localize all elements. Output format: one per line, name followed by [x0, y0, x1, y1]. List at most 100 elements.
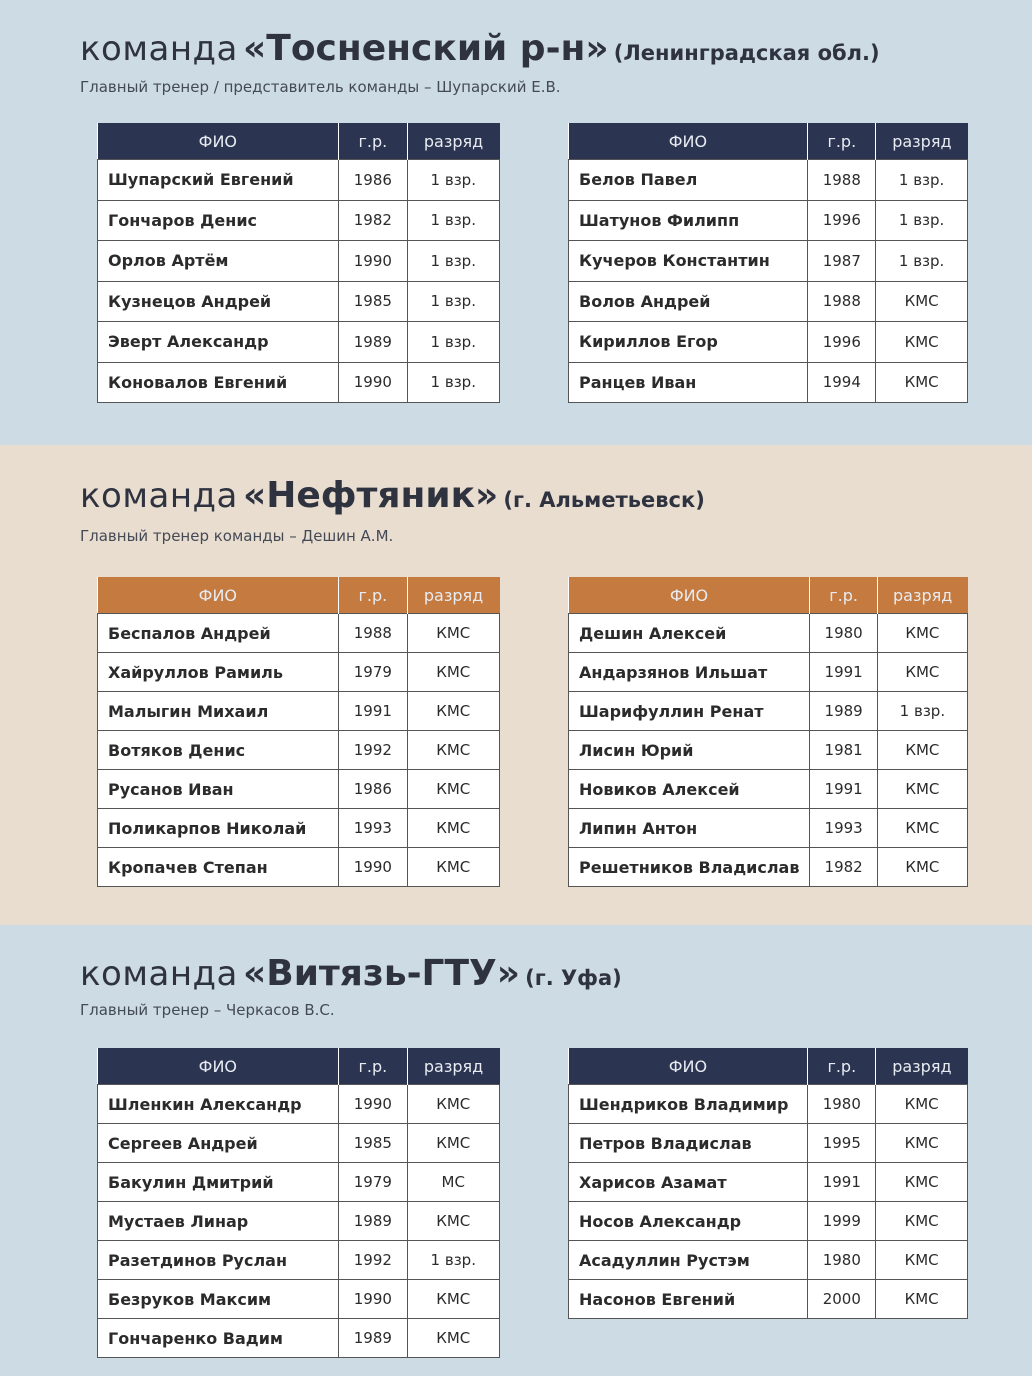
player-row: Мустаев Линар 1989 КМС	[96, 1201, 501, 1241]
player-name: Лисин Юрий	[567, 730, 811, 770]
rank: КМС	[406, 613, 501, 653]
team-name: «Тосненский р-н»	[243, 28, 609, 69]
player-row: Русанов Иван 1986 КМС	[96, 769, 501, 809]
birth-year: 1985	[338, 1123, 408, 1163]
player-row: Волов Андрей 1988 КМС	[567, 280, 968, 322]
header-cell: ФИО	[568, 123, 808, 160]
title-prefix: команда	[80, 476, 238, 516]
header-cell: разряд	[406, 1048, 500, 1085]
header-cell: разряд	[875, 123, 968, 160]
rank: КМС	[406, 769, 501, 809]
player-row: Коновалов Евгений 1990 1 взр.	[96, 361, 501, 403]
player-name: Бакулин Дмитрий	[96, 1162, 340, 1202]
player-name: Волов Андрей	[567, 280, 809, 322]
player-row: Шендриков Владимир 1980 КМС	[567, 1084, 968, 1124]
player-row: Насонов Евгений 2000 КМС	[567, 1279, 968, 1319]
rank: КМС	[875, 1123, 968, 1163]
birth-year: 1993	[338, 808, 408, 848]
team-section: команда «Нефтяник» (г. Альметьевск) Главн…	[0, 445, 1032, 925]
player-name: Поликарпов Николай	[96, 808, 340, 848]
header-cell: разряд	[406, 577, 500, 614]
coach-line: Главный тренер / представитель команды –…	[80, 78, 561, 96]
player-row: Липин Антон 1993 КМС	[567, 808, 969, 848]
birth-year: 1991	[338, 691, 408, 731]
roster-table: ФИО г.р. разряд Белов Павел 1988 1 взр. Шатуно…	[567, 123, 968, 403]
player-row: Белов Павел 1988 1 взр.	[567, 159, 968, 201]
rank: 1 взр.	[875, 199, 968, 241]
player-row: Беспалов Андрей 1988 КМС	[96, 613, 501, 653]
rank: КМС	[876, 847, 969, 887]
team-section: команда «Витязь-ГТУ» (г. Уфа) Главный тре…	[0, 925, 1032, 1376]
rank: КМС	[876, 730, 969, 770]
player-row: Шупарский Евгений 1986 1 взр.	[96, 159, 501, 201]
player-row: Безруков Максим 1990 КМС	[96, 1279, 501, 1319]
rank: КМС	[875, 280, 968, 322]
player-row: Дешин Алексей 1980 КМС	[567, 613, 969, 653]
header-cell: ФИО	[97, 1048, 339, 1085]
team-title: команда «Нефтяник» (г. Альметьевск)	[80, 475, 705, 516]
player-name: Разетдинов Руслан	[96, 1240, 340, 1280]
birth-year: 2000	[807, 1279, 877, 1319]
team-title: команда «Тосненский р-н» (Ленинградская …	[80, 28, 880, 69]
player-name: Шарифуллин Ренат	[567, 691, 811, 731]
player-row: Новиков Алексей 1991 КМС	[567, 769, 969, 809]
birth-year: 1995	[807, 1123, 877, 1163]
player-name: Кропачев Степан	[96, 847, 340, 887]
rank: КМС	[406, 691, 501, 731]
team-region: (г. Уфа)	[525, 966, 622, 990]
player-name: Хайруллов Рамиль	[96, 652, 340, 692]
rank: 1 взр.	[875, 159, 968, 201]
player-name: Мустаев Линар	[96, 1201, 340, 1241]
player-row: Разетдинов Руслан 1992 1 взр.	[96, 1240, 501, 1280]
player-row: Лисин Юрий 1981 КМС	[567, 730, 969, 770]
rank: КМС	[875, 1201, 968, 1241]
birth-year: 1990	[338, 240, 408, 282]
team-region: (г. Альметьевск)	[503, 488, 705, 512]
player-row: Малыгин Михаил 1991 КМС	[96, 691, 501, 731]
player-name: Дешин Алексей	[567, 613, 811, 653]
header-row: ФИО г.р. разряд	[97, 577, 500, 614]
rank: КМС	[406, 847, 501, 887]
player-row: Хайруллов Рамиль 1979 КМС	[96, 652, 501, 692]
header-row: ФИО г.р. разряд	[568, 123, 968, 160]
birth-year: 1990	[338, 1279, 408, 1319]
player-row: Эверт Александр 1989 1 взр.	[96, 321, 501, 363]
player-name: Белов Павел	[567, 159, 809, 201]
player-name: Насонов Евгений	[567, 1279, 809, 1319]
player-name: Решетников Владислав	[567, 847, 811, 887]
rank: КМС	[876, 613, 969, 653]
team-title: команда «Витязь-ГТУ» (г. Уфа)	[80, 953, 622, 994]
rank: КМС	[406, 1201, 501, 1241]
birth-year: 1988	[807, 159, 877, 201]
rank: КМС	[875, 1240, 968, 1280]
header-cell: г.р.	[807, 123, 876, 160]
birth-year: 1979	[338, 1162, 408, 1202]
rank: 1 взр.	[406, 1240, 501, 1280]
birth-year: 1991	[809, 769, 878, 809]
birth-year: 1979	[338, 652, 408, 692]
rank: КМС	[406, 652, 501, 692]
player-name: Шленкин Александр	[96, 1084, 340, 1124]
player-row: Сергеев Андрей 1985 КМС	[96, 1123, 501, 1163]
player-row: Асадуллин Рустэм 1980 КМС	[567, 1240, 968, 1280]
birth-year: 1992	[338, 730, 408, 770]
birth-year: 1980	[807, 1240, 877, 1280]
rank: КМС	[875, 361, 968, 403]
player-row: Кучеров Константин 1987 1 взр.	[567, 240, 968, 282]
player-row: Петров Владислав 1995 КМС	[567, 1123, 968, 1163]
rank: 1 взр.	[875, 240, 968, 282]
rank: КМС	[875, 1084, 968, 1124]
player-name: Носов Александр	[567, 1201, 809, 1241]
birth-year: 1990	[338, 847, 408, 887]
team-name: «Нефтяник»	[243, 475, 499, 516]
rank: 1 взр.	[876, 691, 969, 731]
team-section: команда «Тосненский р-н» (Ленинградская …	[0, 0, 1032, 445]
rank: КМС	[406, 1279, 501, 1319]
birth-year: 1985	[338, 280, 408, 322]
player-row: Харисов Азамат 1991 КМС	[567, 1162, 968, 1202]
title-prefix: команда	[80, 954, 238, 994]
player-row: Шленкин Александр 1990 КМС	[96, 1084, 501, 1124]
header-cell: г.р.	[809, 577, 878, 614]
birth-year: 1996	[807, 199, 877, 241]
